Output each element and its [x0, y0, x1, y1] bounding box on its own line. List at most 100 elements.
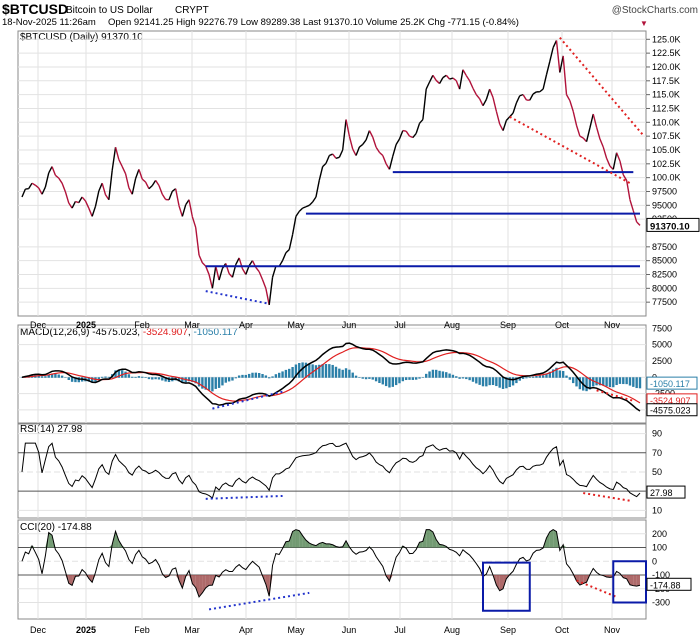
price-line-segment	[182, 205, 185, 217]
macd-histogram-bar	[562, 371, 564, 378]
price-line-segment	[156, 180, 159, 185]
macd-histogram-bar	[498, 377, 500, 387]
macd-histogram-bar	[255, 373, 257, 378]
price-line-segment	[226, 263, 229, 273]
macd-histogram-bar	[435, 370, 437, 378]
bottom-month-label: Jul	[394, 625, 406, 635]
macd-histogram-bar	[482, 377, 484, 386]
price-line-segment	[159, 186, 162, 195]
price-tick-label: 112.5K	[652, 103, 680, 113]
price-line-segment	[112, 147, 115, 170]
price-line-segment	[356, 147, 359, 155]
price-line-segment	[587, 128, 590, 142]
cci-overbought-fill	[550, 530, 553, 548]
macd-histogram-bar	[639, 377, 641, 388]
price-line-segment	[343, 120, 346, 150]
price-tick-label: 95000	[652, 200, 677, 210]
price-line-segment	[456, 81, 459, 89]
macd-histogram-bar	[448, 374, 450, 378]
price-line-segment	[32, 183, 35, 185]
macd-histogram-bar	[275, 374, 277, 378]
price-line-segment	[119, 160, 122, 167]
macd-histogram-bar	[331, 365, 333, 378]
symbol-label: $BTCUSD	[2, 1, 68, 17]
macd-value-label: -4575.023	[650, 406, 691, 416]
macd-histogram-bar	[438, 371, 440, 378]
price-line-segment	[540, 89, 543, 92]
macd-histogram-bar	[398, 377, 400, 383]
macd-histogram-bar	[228, 377, 230, 381]
price-line-segment	[543, 75, 546, 89]
price-line-segment	[309, 202, 312, 205]
price-month-label: Dec	[30, 320, 47, 330]
price-line-segment	[242, 269, 245, 275]
price-month-label: Aug	[444, 320, 460, 330]
cci-overbought-fill	[553, 530, 556, 548]
macd-histogram-bar	[238, 375, 240, 377]
price-line-segment	[329, 154, 332, 155]
price-line-segment	[286, 250, 289, 253]
macd-value-label: -1050.117	[650, 379, 690, 389]
price-line-segment	[363, 140, 366, 144]
macd-histogram-bar	[358, 377, 360, 378]
price-tick-label: 100.0K	[652, 173, 681, 183]
macd-histogram-bar	[151, 377, 153, 379]
price-line-segment	[453, 78, 456, 81]
macd-histogram-bar	[291, 367, 293, 378]
price-line-segment	[206, 266, 209, 274]
price-line-segment	[339, 150, 342, 157]
price-line-segment	[162, 194, 165, 199]
macd-histogram-bar	[595, 377, 597, 385]
price-line-segment	[273, 266, 276, 277]
macd-histogram-bar	[402, 377, 404, 381]
price-line-segment	[349, 136, 352, 149]
macd-histogram-bar	[368, 377, 370, 379]
macd-histogram-bar	[365, 377, 367, 379]
macd-histogram-bar	[208, 377, 210, 390]
price-line-segment	[473, 88, 476, 94]
price-line-segment	[463, 70, 466, 76]
bottom-month-label: Nov	[604, 625, 621, 635]
macd-histogram-bar	[375, 377, 377, 381]
price-line-segment	[617, 153, 620, 161]
price-line-segment	[573, 111, 576, 125]
price-line-segment	[179, 206, 182, 217]
price-line-segment	[433, 75, 436, 80]
macd-histogram-bar	[412, 377, 414, 380]
price-line-segment	[460, 70, 463, 89]
macd-histogram-bar	[462, 377, 464, 378]
price-tick-label: 122.5K	[652, 48, 681, 58]
bottom-month-label: May	[287, 625, 305, 635]
macd-histogram-bar	[525, 377, 527, 378]
price-line-segment	[480, 99, 483, 106]
bottom-month-label: Dec	[30, 625, 47, 635]
macd-histogram-bar	[215, 377, 217, 389]
macd-histogram-bar	[432, 370, 434, 378]
price-month-label: Mar	[184, 320, 200, 330]
price-line-segment	[42, 187, 45, 194]
macd-histogram-bar	[352, 373, 354, 378]
cci-overbought-fill	[296, 530, 299, 548]
cci-oversold-fill	[630, 575, 633, 586]
bottom-month-label: Jun	[342, 625, 357, 635]
price-line-segment	[269, 277, 272, 305]
price-month-label: Sep	[500, 320, 516, 330]
rsi-line	[22, 443, 640, 498]
price-line-segment	[99, 183, 102, 191]
cci-panel-title: CCI(20) -174.88	[20, 522, 92, 533]
cci-oversold-fill	[637, 575, 640, 586]
macd-histogram-bar	[268, 377, 270, 378]
price-line-segment	[82, 197, 85, 201]
price-line-segment	[396, 139, 399, 144]
price-line-segment	[199, 255, 202, 263]
price-month-label: Feb	[134, 320, 150, 330]
macd-histogram-bar	[372, 377, 374, 379]
price-month-label: Jul	[394, 320, 406, 330]
panel-frame-2	[18, 424, 646, 518]
price-line-segment	[75, 201, 78, 202]
macd-histogram-bar	[221, 377, 223, 385]
macd-histogram-bar	[458, 377, 460, 379]
bottom-month-label: 2025	[76, 625, 96, 635]
price-line-segment	[490, 89, 493, 97]
macd-histogram-bar	[529, 377, 531, 378]
